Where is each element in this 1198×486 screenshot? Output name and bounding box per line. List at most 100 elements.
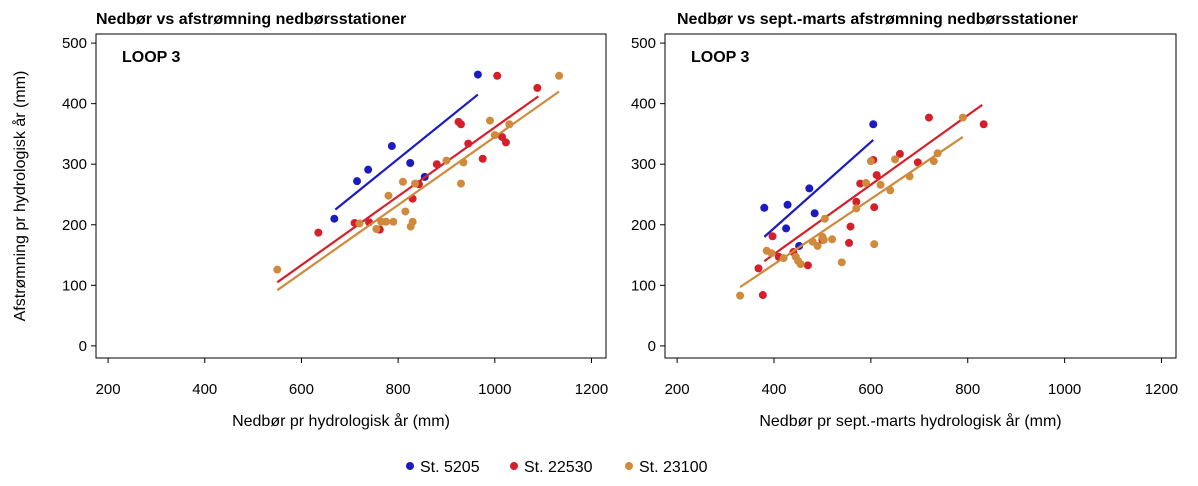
data-point [384,191,393,200]
x-tick-label: 400 [192,381,217,398]
y-tick-label: 400 [62,96,87,113]
series-st-23100 [736,113,967,300]
series-st-22530 [754,103,988,300]
series-st-23100 [273,71,564,292]
data-point [382,217,391,226]
data-point [905,172,914,181]
data-point [314,228,323,237]
x-axis-label: Nedbør pr hydrologisk år (mm) [232,412,450,430]
data-point [779,254,788,263]
data-point [485,116,494,125]
plot-frame [95,33,607,359]
y-tick-label: 0 [648,338,656,355]
x-axis-label: Nedbør pr sept.-marts hydrologisk år (mm… [759,412,1061,430]
data-point [886,186,895,195]
x-tick-label: 200 [96,381,121,398]
data-point [401,207,410,216]
data-point [891,155,900,164]
data-point [979,120,988,129]
data-point [408,217,417,226]
data-point [805,184,814,193]
chart-panel-1: Nedbør vs afstrømning nedbørsstationer 0 1… [62,11,608,430]
data-point [459,158,468,167]
regression-line [276,95,539,284]
data-point [736,291,745,300]
data-point [490,131,499,140]
regression-line [763,139,875,238]
legend-item: St. 22530 [510,459,593,476]
data-point [432,160,441,169]
legend-marker [406,462,414,470]
y-tick-label: 200 [62,217,87,234]
regression-line [739,136,964,289]
data-point [929,157,938,166]
regression-line [276,90,560,292]
x-tick-label: 800 [386,381,411,398]
x-tick-label: 1200 [1145,381,1178,398]
data-point [958,113,967,122]
legend-marker [510,462,518,470]
data-point [533,83,542,92]
data-point [478,154,487,163]
x-tick-label: 600 [289,381,314,398]
data-point [456,120,465,129]
data-point [895,149,904,158]
chart-panel-2: Nedbør vs sept.-marts afstrømning nedbør… [631,11,1178,430]
data-point [869,120,878,129]
legend: St. 5205 St. 22530 St. 23100 [406,459,708,476]
legend-item: St. 5205 [406,459,480,476]
data-point [758,291,767,300]
data-point [852,197,861,206]
data-point [501,138,510,147]
legend-label: St. 23100 [639,459,708,476]
y-tick-label: 300 [631,156,656,173]
data-point [353,177,362,186]
y-tick-label: 500 [631,35,656,52]
y-tick-label: 200 [631,217,656,234]
x-tick-label: 1000 [478,381,511,398]
chart-title: Nedbør vs afstrømning nedbørsstationer [96,11,406,28]
data-point [442,156,451,165]
regression-line [334,93,479,211]
data-point [768,232,777,241]
data-point [924,113,933,122]
data-point [810,209,819,218]
data-point [820,214,829,223]
data-point [870,240,879,249]
data-point [813,241,822,250]
data-point [866,157,875,166]
data-point [913,158,922,167]
data-point [819,235,828,244]
data-point [872,171,881,180]
data-point [837,258,846,267]
data-point [456,179,465,188]
y-tick-label: 0 [79,338,87,355]
y-axis-label: Afstrømning pr hydrologisk år (mm) [11,71,29,322]
y-tick-label: 400 [631,96,656,113]
data-point [493,71,502,80]
loop-annotation: LOOP 3 [691,49,749,66]
regression-line [763,103,983,262]
legend-item: St. 23100 [625,459,708,476]
data-point [782,224,791,233]
data-point [846,222,855,231]
data-point [364,165,373,174]
data-point [852,204,861,213]
legend-marker [625,462,633,470]
data-point [767,249,776,258]
chart-title: Nedbør vs sept.-marts afstrømning nedbør… [677,11,1078,28]
data-point [372,225,381,234]
legend-label: St. 22530 [524,459,593,476]
data-point [411,179,420,188]
data-point [845,238,854,247]
plot-frame [664,33,1177,359]
x-tick-label: 800 [955,381,980,398]
data-point [803,261,812,270]
x-tick-label: 1200 [575,381,608,398]
data-point [406,158,415,167]
data-point [330,214,339,223]
data-point [783,200,792,209]
y-tick-label: 500 [62,35,87,52]
